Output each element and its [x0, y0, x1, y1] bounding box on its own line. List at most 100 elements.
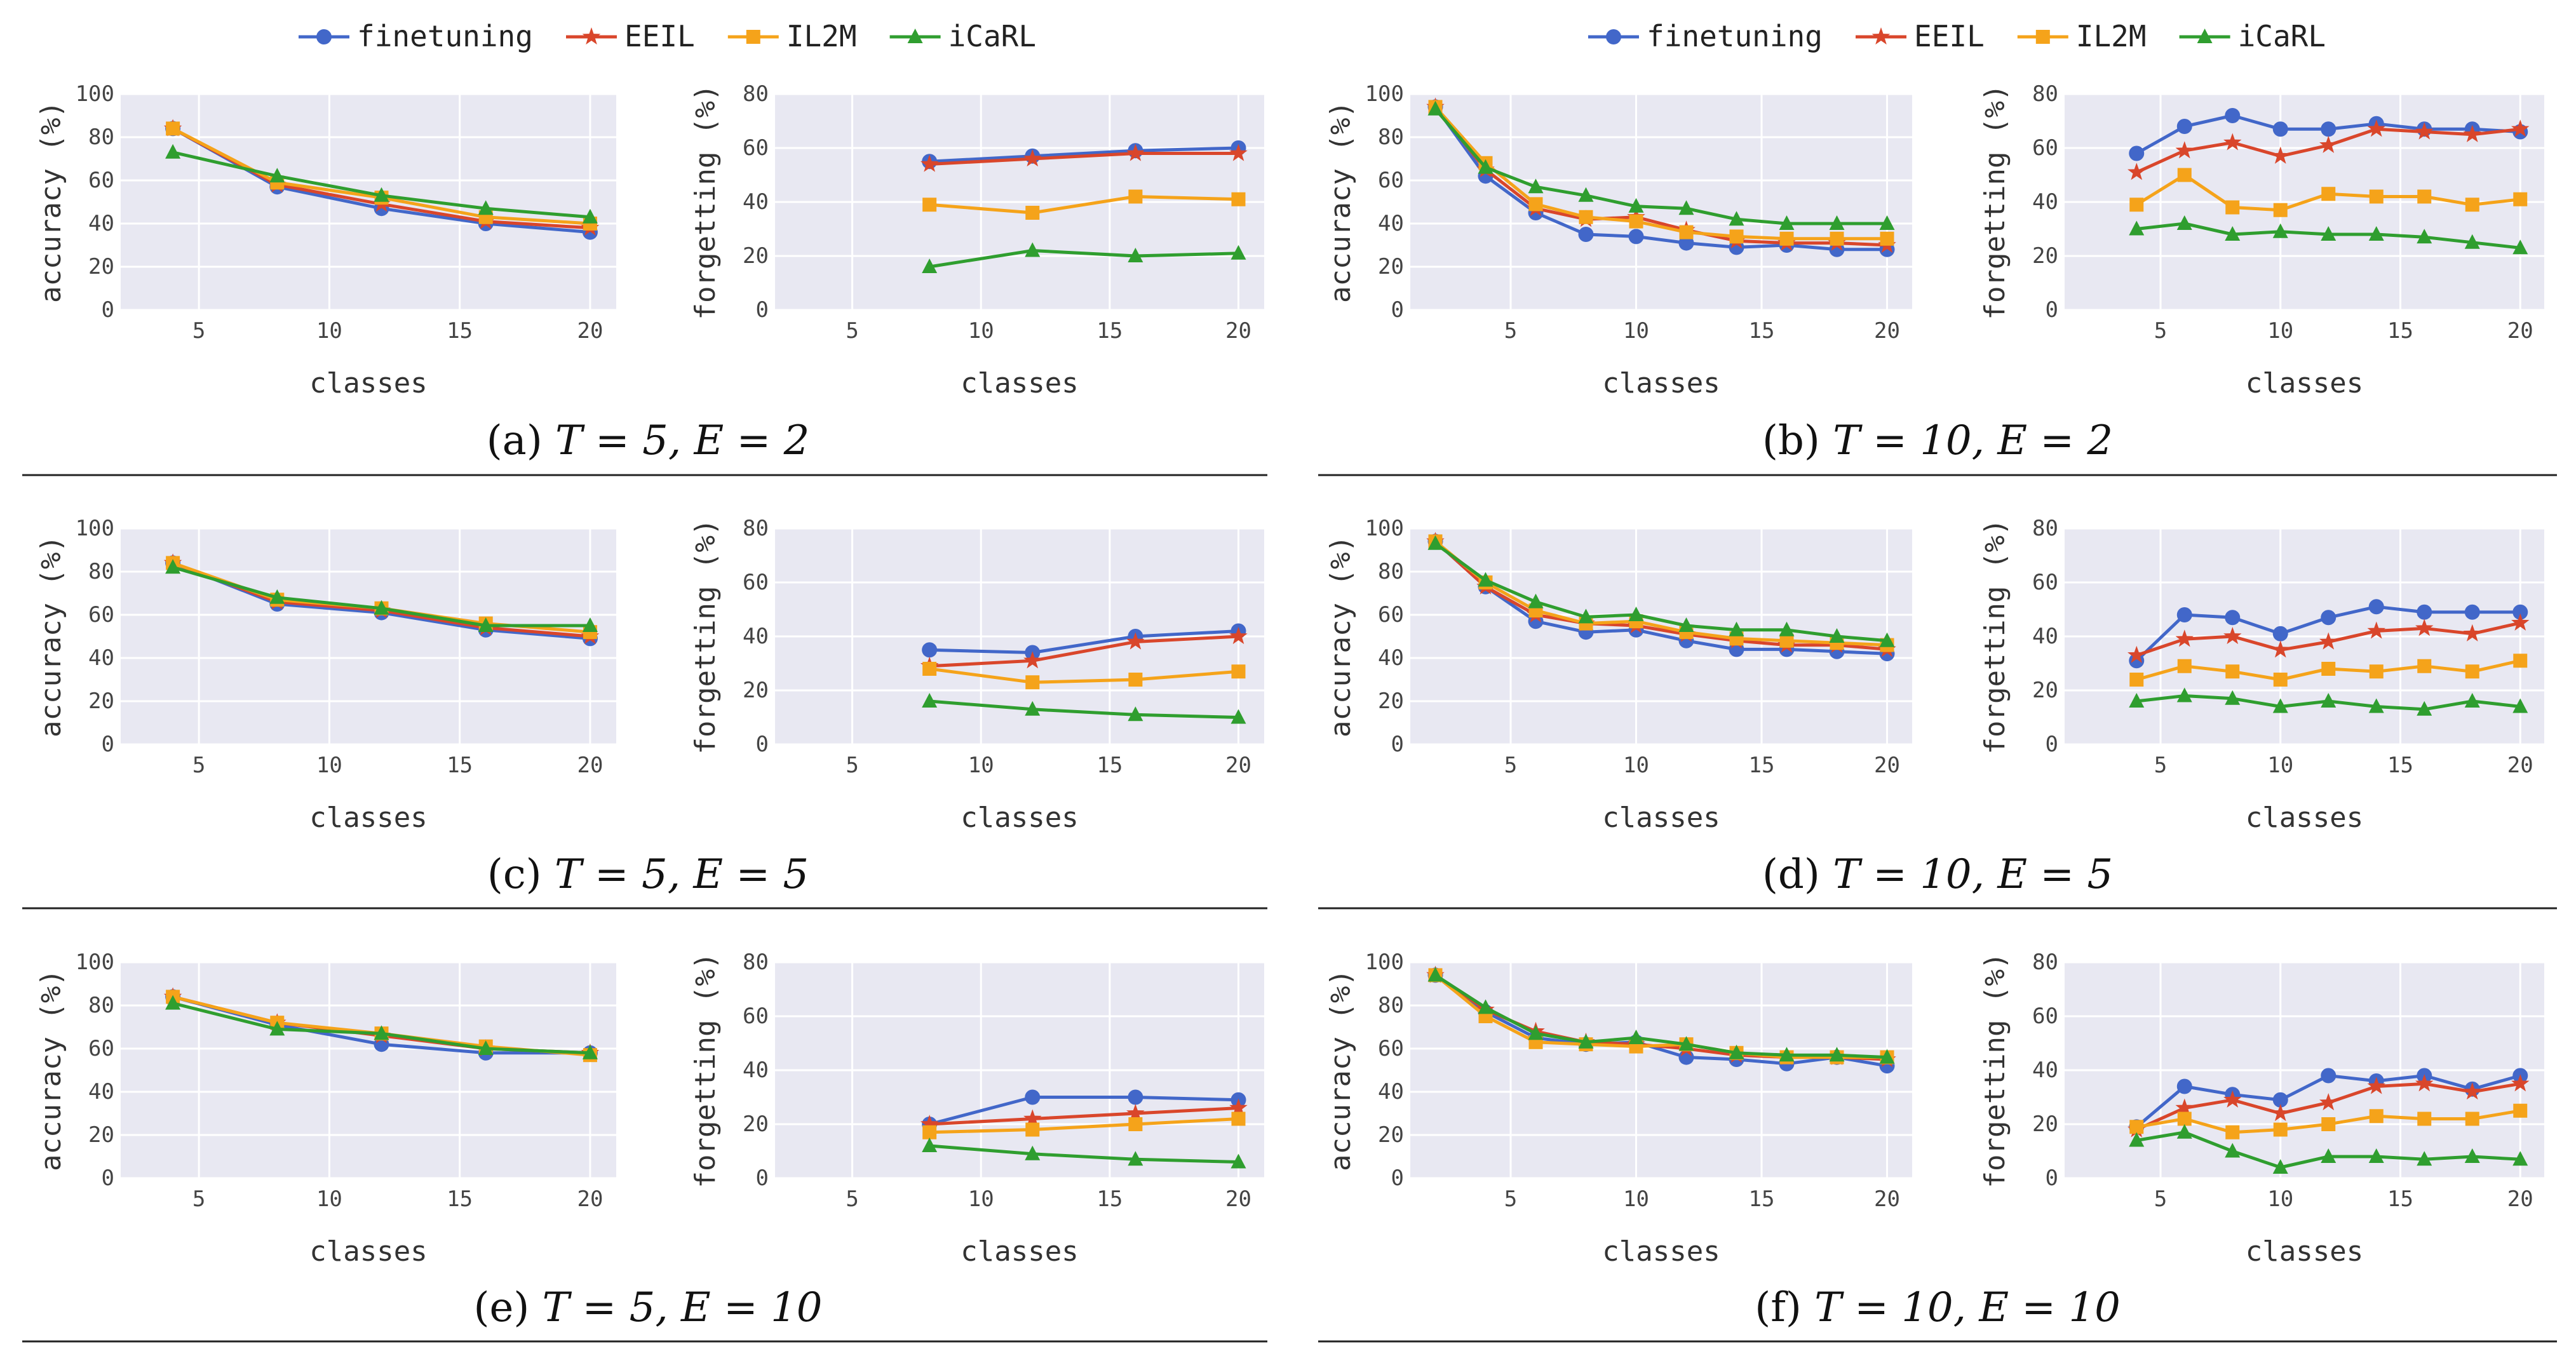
series-iCaRL	[922, 693, 1246, 724]
data-point-IL2M	[2273, 673, 2288, 687]
y-tick-label: 100	[76, 516, 114, 541]
y-tick-label: 80	[88, 993, 114, 1018]
data-point-iCaRL	[478, 617, 494, 632]
data-point-EEIL	[1023, 651, 1042, 669]
captions: (a) T = 5, E = 2 (b) T = 10, E = 2 (c) T =…	[22, 417, 2557, 1343]
series-finetuning	[2129, 599, 2528, 669]
y-tick-label: 0	[756, 732, 769, 757]
data-point-iCaRL	[1829, 628, 1845, 643]
data-point-iCaRL	[1628, 607, 1644, 621]
legend-item-iCaRL: iCaRL	[2179, 19, 2326, 53]
data-point-finetuning	[2129, 145, 2145, 161]
series-line-finetuning	[929, 146, 1239, 163]
data-point-EEIL	[2128, 645, 2146, 663]
data-point-IL2M	[2273, 203, 2288, 217]
data-point-iCaRL	[1528, 178, 1544, 194]
legend-label: iCaRL	[2238, 19, 2326, 53]
data-point-EEIL	[920, 1115, 939, 1132]
legend-label: finetuning	[357, 19, 533, 53]
series-EEIL	[920, 1098, 1248, 1132]
data-point-EEIL	[1023, 1109, 1042, 1127]
x-tick-label: 20	[1225, 753, 1251, 778]
legend-label: EEIL	[624, 19, 695, 53]
series-line-iCaRL	[1434, 542, 1887, 643]
data-point-iCaRL	[2176, 1124, 2192, 1139]
series-line-finetuning	[1434, 974, 1887, 1068]
data-point-IL2M	[2369, 664, 2384, 679]
data-point-IL2M	[2177, 168, 2192, 182]
data-point-EEIL	[2319, 632, 2338, 650]
y-tick-label: 20	[88, 688, 114, 714]
chart-c-forgetting: 0 20 40 60 80 5 10 15 20 classes forgetting (%)	[689, 516, 1264, 834]
data-point-iCaRL	[2368, 226, 2384, 241]
data-point-EEIL	[2175, 629, 2194, 647]
y-axis-label: forgetting (%)	[1979, 519, 2011, 755]
caption-spacer	[542, 851, 555, 898]
x-tick-label: 20	[1874, 753, 1900, 778]
y-axis-label: accuracy (%)	[1325, 535, 1357, 737]
data-point-IL2M	[1231, 1111, 1246, 1126]
data-point-EEIL	[2319, 135, 2338, 153]
x-tick-label: 15	[1749, 318, 1775, 344]
series-IL2M	[2129, 168, 2528, 217]
data-point-IL2M	[2321, 662, 2336, 676]
data-point-iCaRL	[1025, 242, 1041, 257]
data-point-iCaRL	[269, 1021, 285, 1036]
chart-a-accuracy: 0 20 40 60 80 100 5 10 15 20 classes accuracy (%)	[35, 81, 616, 400]
legend-item-IL2M: IL2M	[727, 19, 857, 53]
legends: finetuning EEIL IL2M iCaRL finetuning EEIL IL2…	[299, 19, 2326, 53]
series-line-finetuning	[929, 629, 1239, 654]
x-tick-label: 20	[1874, 1186, 1900, 1212]
data-point-finetuning	[1578, 227, 1594, 242]
data-point-EEIL	[2223, 627, 2242, 645]
x-tick-label: 5	[1504, 1186, 1517, 1212]
data-point-iCaRL	[1427, 535, 1443, 550]
legend-item-EEIL: EEIL	[1856, 19, 1985, 53]
data-point-EEIL	[2271, 1104, 2289, 1122]
series-line-iCaRL	[929, 249, 1239, 269]
data-point-finetuning	[2225, 108, 2241, 123]
data-point-EEIL	[2367, 621, 2385, 639]
series-iCaRL	[2129, 1124, 2528, 1174]
data-point-EEIL	[2511, 1074, 2530, 1092]
y-tick-label: 0	[102, 732, 114, 757]
x-axis-label: classes	[309, 802, 427, 834]
data-point-EEIL	[2175, 141, 2194, 159]
y-tick-label: 40	[88, 645, 114, 671]
series-line-iCaRL	[929, 1144, 1239, 1164]
series-line-EEIL	[929, 1106, 1239, 1126]
y-tick-label: 20	[743, 1111, 769, 1137]
chart-d-accuracy: 0 20 40 60 80 100 5 10 15 20 classes accuracy (%)	[1325, 516, 1912, 834]
series-IL2M	[922, 662, 1246, 690]
legend-label: finetuning	[1647, 19, 1823, 53]
data-point-finetuning	[2225, 610, 2241, 626]
x-tick-label: 5	[846, 318, 858, 344]
data-point-IL2M	[2417, 659, 2432, 673]
x-axis-label: classes	[2246, 802, 2363, 834]
legend-item-finetuning: finetuning	[1588, 19, 1823, 53]
series-iCaRL	[165, 559, 598, 632]
data-point-finetuning	[2176, 607, 2192, 622]
x-tick-label: 15	[1096, 1186, 1123, 1212]
y-axis-label: forgetting (%)	[1979, 84, 2011, 320]
caption-spacer	[1802, 1284, 1814, 1331]
legend-marker	[746, 30, 760, 44]
y-tick-label: 20	[743, 678, 769, 703]
data-point-finetuning	[2129, 653, 2145, 669]
y-axis-label: forgetting (%)	[689, 953, 722, 1188]
data-point-IL2M	[2513, 192, 2528, 206]
x-axis-label: classes	[961, 802, 1078, 834]
caption-label: (a)	[487, 417, 543, 464]
x-tick-label: 10	[968, 1186, 994, 1212]
y-tick-label: 20	[1378, 254, 1404, 279]
data-point-iCaRL	[1729, 1044, 1744, 1059]
y-axis-label: accuracy (%)	[35, 969, 67, 1171]
chart-d-forgetting: 0 20 40 60 80 5 10 15 20 classes forgetting (%)	[1979, 516, 2544, 834]
series-IL2M	[2129, 654, 2528, 687]
y-tick-label: 20	[2032, 243, 2058, 269]
data-point-iCaRL	[1879, 632, 1895, 647]
data-point-iCaRL	[2129, 1132, 2145, 1147]
x-tick-label: 10	[2267, 318, 2293, 344]
y-axis-label: accuracy (%)	[1325, 101, 1357, 303]
